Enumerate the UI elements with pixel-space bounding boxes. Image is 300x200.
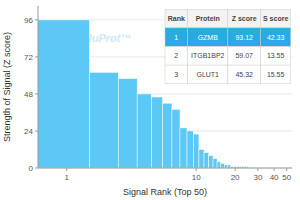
y-tick-label: 48 xyxy=(24,90,33,99)
x-tick-label: 1 xyxy=(64,173,69,182)
y-tick xyxy=(35,93,38,94)
chart-svg: HuProt™ 0 24 48 72 96 1 10 20 30 4050 Signal Rank (… xyxy=(0,0,300,200)
table-header-text: Rank xyxy=(168,15,185,22)
table-header-cell xyxy=(188,9,228,28)
y-axis-label: Strength of Signal (Z score) xyxy=(2,32,12,142)
bar xyxy=(209,156,213,168)
table-cell-text: ITGB1BP2 xyxy=(191,52,225,59)
bar xyxy=(213,159,217,168)
table-cell-text: 2 xyxy=(174,52,178,59)
bar xyxy=(38,20,90,168)
bar xyxy=(204,153,209,168)
table-header-text: Protein xyxy=(196,15,220,22)
table-cell-text: 93.12 xyxy=(235,34,253,41)
bar xyxy=(217,162,221,168)
table-cell xyxy=(188,65,228,84)
table-cell xyxy=(261,28,291,47)
table-header-text: Z score xyxy=(232,15,257,22)
table-cell xyxy=(188,47,228,66)
x-axis-label: Signal Rank (Top 50) xyxy=(123,187,207,197)
table-header-cell xyxy=(165,9,188,28)
x-tick xyxy=(235,168,236,171)
table-cell xyxy=(165,47,188,66)
bar xyxy=(118,79,137,168)
x-tick-label: 40 xyxy=(270,173,279,182)
table-cell xyxy=(188,28,228,47)
y-tick-label: 0 xyxy=(29,164,34,173)
x-tick-label: 50 xyxy=(282,173,291,182)
bar xyxy=(90,72,119,168)
grid-line xyxy=(38,168,292,169)
x-tick-label: 20 xyxy=(231,173,240,182)
y-tick-label: 24 xyxy=(24,127,33,136)
bars xyxy=(38,20,259,168)
table-cell-text: GZMB xyxy=(198,34,219,41)
watermark: HuProt™ xyxy=(84,32,132,44)
table-cell xyxy=(261,65,291,84)
bar xyxy=(193,134,199,168)
table: Rank Protein Z score S score 1 GZMB 93.12 42.33… xyxy=(165,9,291,84)
table-cell xyxy=(165,28,188,47)
y-tick xyxy=(35,168,38,169)
table-cell xyxy=(228,28,261,47)
bar xyxy=(180,128,187,168)
table-cell-text: 59.07 xyxy=(235,52,253,59)
table-cell-text: 3 xyxy=(174,71,178,78)
y-tick-label: 72 xyxy=(24,53,33,62)
table-header-cell xyxy=(261,9,291,28)
bar xyxy=(221,163,225,168)
bar xyxy=(151,97,162,168)
x-axis-line xyxy=(38,168,292,169)
bar xyxy=(187,131,193,168)
table-header-text: S score xyxy=(263,15,288,22)
bar xyxy=(163,103,172,168)
y-tick xyxy=(35,56,38,57)
chart-container: HuProt™ 0 24 48 72 96 1 10 20 30 4050 Signal Rank (… xyxy=(0,0,300,200)
table-cell-text: 45.32 xyxy=(235,71,253,78)
x-tick-label: 30 xyxy=(253,173,262,182)
table-cell-text: 15.55 xyxy=(267,71,285,78)
bar xyxy=(137,94,151,168)
table-cell xyxy=(261,47,291,66)
y-axis-line xyxy=(38,6,39,168)
table-cell xyxy=(228,65,261,84)
x-tick xyxy=(274,168,275,171)
bar xyxy=(172,109,180,168)
table-cell-text: 13.55 xyxy=(267,52,285,59)
table-cell xyxy=(165,65,188,84)
x-tick xyxy=(286,168,287,171)
table-cell-text: GLUT1 xyxy=(196,71,219,78)
y-tick-label: 96 xyxy=(24,16,33,25)
bar xyxy=(199,149,204,168)
table-cell-text: 42.33 xyxy=(267,34,285,41)
x-tick-label: 10 xyxy=(192,173,201,182)
table-cell xyxy=(228,47,261,66)
x-tick xyxy=(66,168,67,171)
y-tick xyxy=(35,130,38,131)
table-header-cell xyxy=(228,9,261,28)
x-tick xyxy=(257,168,258,171)
x-tick xyxy=(196,168,197,171)
y-tick xyxy=(35,19,38,20)
table-cell-text: 1 xyxy=(174,34,178,41)
